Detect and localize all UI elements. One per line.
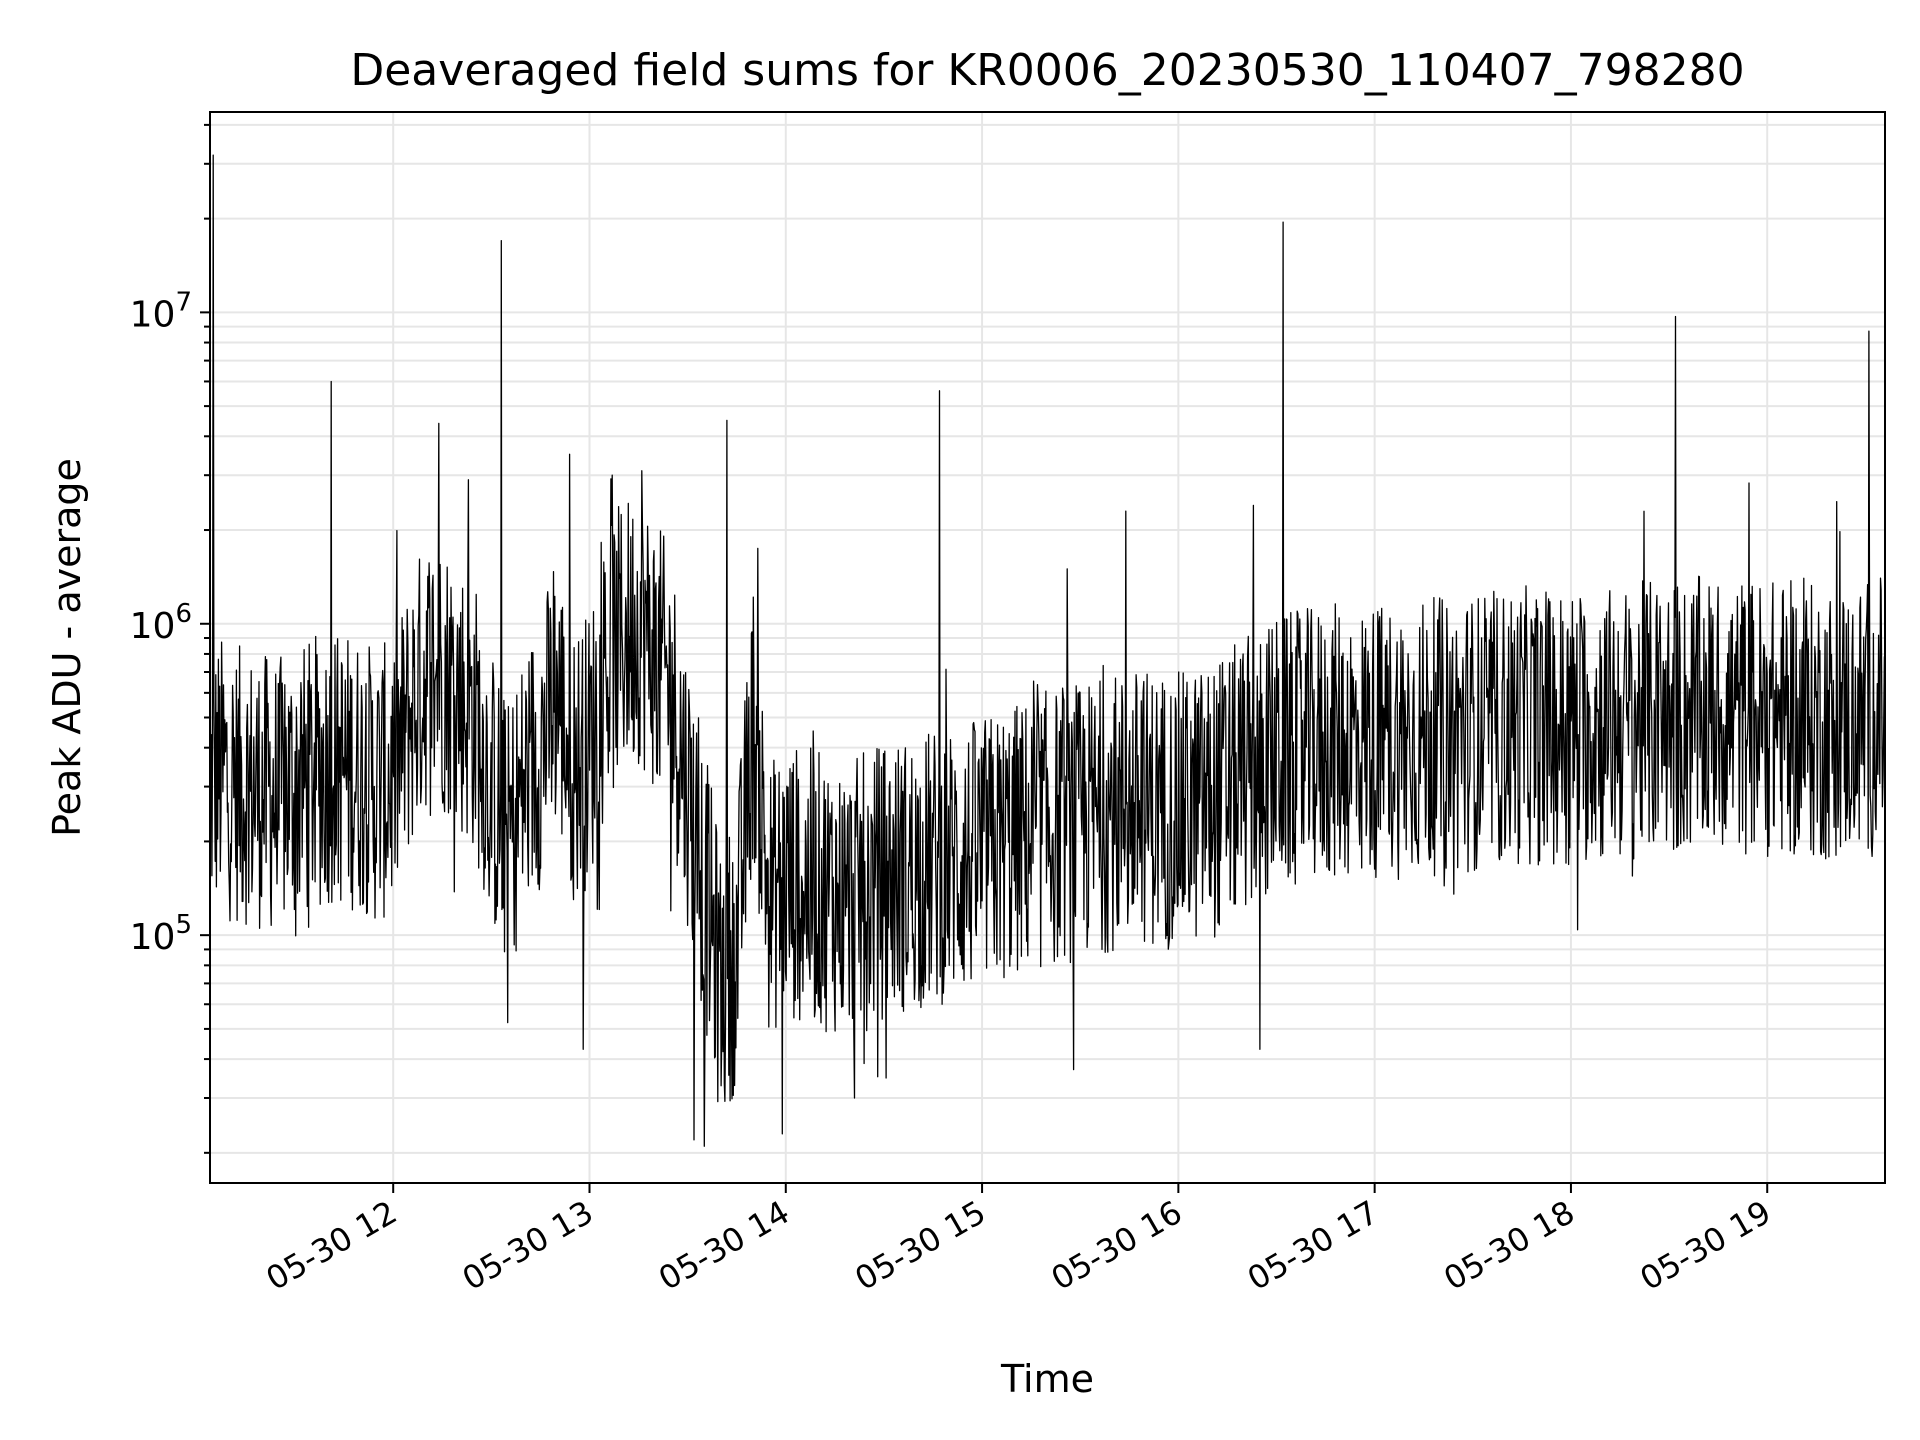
y-axis-label: Peak ADU - average — [45, 458, 89, 837]
x-tick-label: 05-30 12 — [260, 1193, 404, 1298]
series-line-layer — [209, 154, 1886, 1147]
y-tick-label: 107 — [130, 287, 192, 335]
x-axis-label: Time — [1000, 1357, 1094, 1401]
x-tick-label: 05-30 19 — [1634, 1193, 1778, 1298]
series-line — [209, 154, 1886, 1147]
x-tick-label: 05-30 14 — [652, 1193, 796, 1298]
x-tick-label: 05-30 13 — [456, 1193, 600, 1298]
x-tick-label: 05-30 15 — [848, 1193, 992, 1298]
x-tick-label: 05-30 18 — [1437, 1193, 1581, 1298]
y-tick-label: 106 — [130, 599, 192, 647]
chart-title: Deaveraged field sums for KR0006_2023053… — [350, 45, 1744, 96]
x-tick-label: 05-30 17 — [1241, 1193, 1385, 1298]
plot-frame — [209, 111, 1886, 1184]
x-tick-label: 05-30 16 — [1045, 1193, 1189, 1298]
y-tick-label: 105 — [130, 910, 192, 958]
